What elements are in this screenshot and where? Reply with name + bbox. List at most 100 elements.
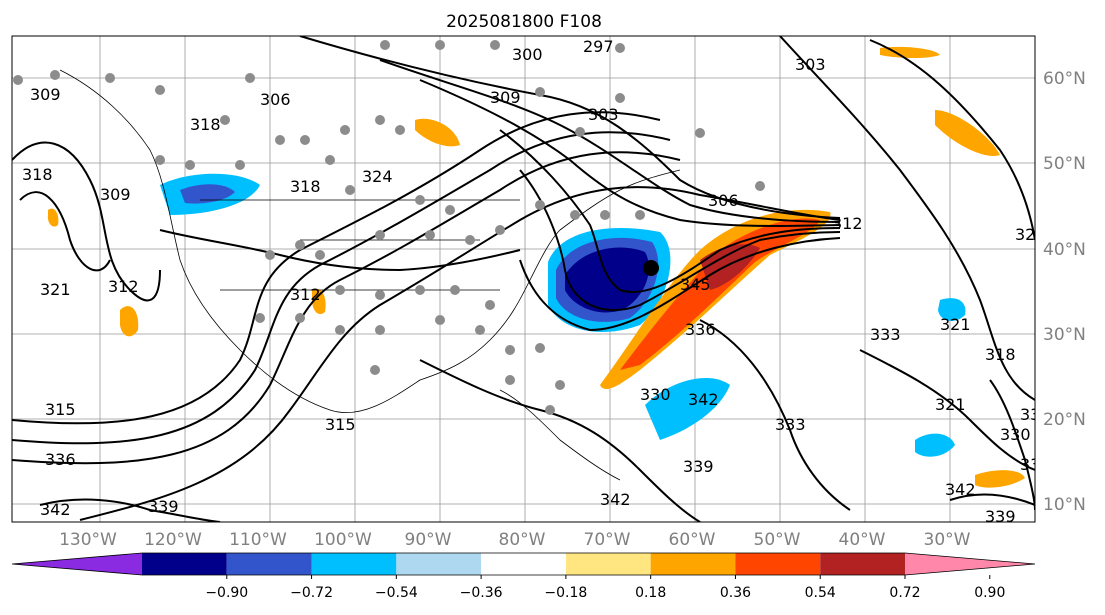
contour-label: 321 [935,395,966,414]
contour-line [499,129,841,293]
lat-label: 30°N [1043,325,1086,345]
station-dot [600,210,610,220]
station-dot [435,315,445,325]
shade-neg-carib2 [915,433,955,457]
station-dot [275,135,285,145]
contour-label: 336 [1020,455,1051,474]
coastlines [59,69,681,481]
contour-label: 318 [22,165,53,184]
contour-label: 303 [795,55,826,74]
contour-label: 342 [600,490,631,509]
station-dot [315,250,325,260]
contour-label: 306 [708,191,739,210]
contour-line [379,59,841,223]
station-dot [345,185,355,195]
station-dot [490,40,500,50]
station-dot [505,345,515,355]
station-dot [265,250,275,260]
lat-label: 20°N [1043,410,1086,430]
shade-pos-west [312,288,326,315]
shade-neg-dark [565,247,649,313]
lon-label: 90°W [405,530,452,550]
map-area: 300 297 303 309 306 309 303 306 312 318 … [12,36,1051,522]
colorbar: −0.90 −0.72 −0.54 −0.36 −0.18 0.18 0.36 0.54 0.7… [11,552,1036,601]
lon-label: 120°W [144,530,202,550]
contour-label: 309 [100,185,131,204]
contour-label: 336 [45,450,76,469]
station-dot [375,290,385,300]
station-dot [575,127,585,137]
lat-label: 40°N [1043,240,1086,260]
shade-pos-greenland [880,46,940,59]
shade-pos-darkred [700,244,760,290]
station-dot [445,205,455,215]
station-dot [615,43,625,53]
low-center-marker [643,260,659,276]
contour-label: 312 [108,277,139,296]
station-dot [465,235,475,245]
contour-label: 324 [362,167,393,186]
contour-line [519,237,841,332]
lon-label: 100°W [314,530,372,550]
station-dot [335,325,345,335]
contour-line [159,229,521,272]
station-dot [535,343,545,353]
map-border [11,35,1036,523]
colorbar-tick-label: −0.90 [205,585,248,601]
contour-line [989,379,1035,511]
contour-label: 312 [290,285,321,304]
station-dot [375,325,385,335]
lon-label: 60°W [669,530,716,550]
station-dot [485,300,495,310]
colorbar-tick-label: 0.90 [974,585,1005,601]
contour-label: 321 [40,280,71,299]
contour-line [12,131,671,445]
station-dot [415,195,425,205]
station-dot [695,128,705,138]
colorbar-tick-label: 0.54 [805,585,836,601]
contour-label: 315 [325,415,356,434]
colorbar-tick-label: −0.54 [375,585,418,601]
lon-label: 110°W [229,530,287,550]
lon-label: 30°W [924,530,971,550]
lon-label: 40°W [839,530,886,550]
lon-label: 50°W [754,530,801,550]
station-dot [450,285,460,295]
lon-label: 130°W [59,530,117,550]
station-dot [375,115,385,125]
station-dot [185,160,195,170]
colorbar-extend-max [905,553,1035,575]
lon-label: 80°W [499,530,546,550]
station-dot [335,285,345,295]
contour-line [949,493,1035,506]
latitude-labels: 60°N 50°N 40°N 30°N 20°N 10°N [1043,69,1086,515]
colorbar-swatch [311,553,397,575]
contour-label: 306 [260,90,291,109]
contour-line [869,39,1035,241]
colorbar-swatch [735,553,821,575]
contour-line [419,359,701,522]
contour-line [519,169,841,311]
contour-label: 315 [45,400,76,419]
shade-pos-atl-ne [935,110,1000,156]
contour-line [19,191,111,272]
colorbar-extend-min [12,553,142,575]
contour-label: 330 [1000,425,1031,444]
contour-label: 300 [512,45,543,64]
contour-line [12,111,661,425]
colorbar-tick-label: 0.18 [635,585,666,601]
station-dot [155,85,165,95]
colorbar-tick-label: −0.72 [290,585,333,601]
contour-label: 342 [688,390,719,409]
lat-label: 10°N [1043,495,1086,515]
contour-line [859,349,1035,471]
station-dot [415,285,425,295]
contour-label: 321 [1015,225,1046,244]
shade-pos-hudson [415,118,460,147]
station-dot [325,155,335,165]
station-dot [495,225,505,235]
contour-label: 339 [148,497,179,516]
contour-label: 333 [775,415,806,434]
lon-label: 70°W [584,530,631,550]
